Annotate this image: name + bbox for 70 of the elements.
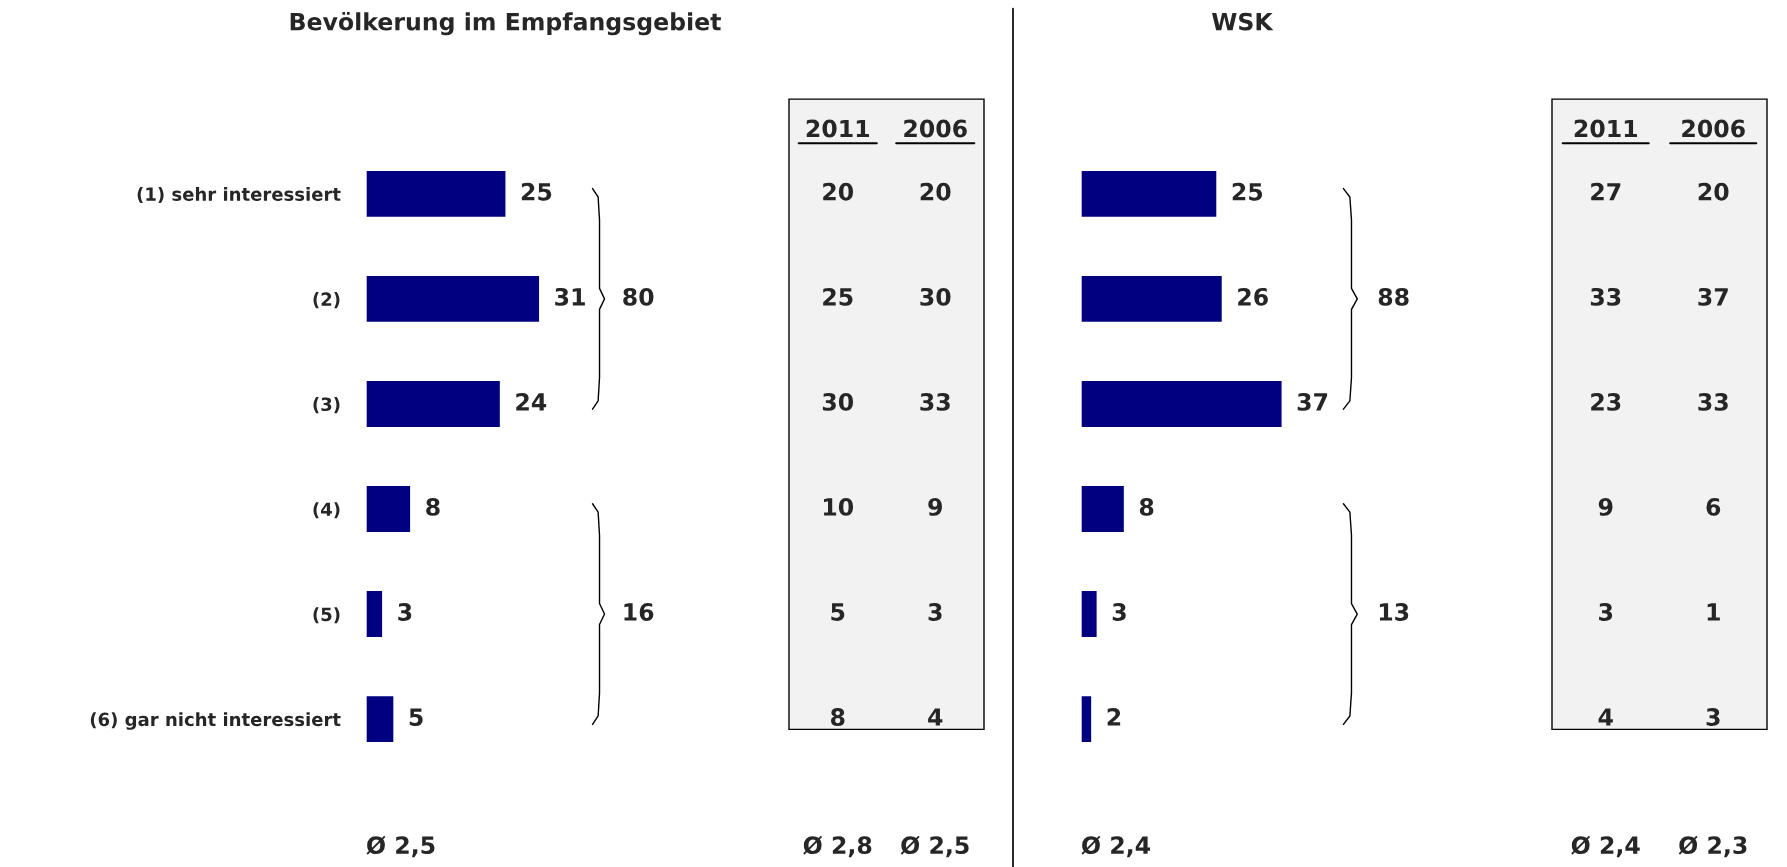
text: 30 [822, 392, 854, 411]
data-label: 31 [555, 287, 585, 306]
bar [1081, 484, 1126, 534]
text: 25 [823, 287, 853, 306]
text: 9 [928, 498, 942, 516]
data-label: 25 [1232, 182, 1263, 201]
text: 37 [1698, 287, 1728, 306]
y-tick-label: (6) gar nicht interessiert [90, 712, 341, 730]
bar [1081, 274, 1224, 324]
data-label: 8 [426, 497, 440, 516]
text: 10 [823, 497, 854, 516]
bar [1081, 169, 1218, 219]
data-label: 3 [1112, 603, 1126, 621]
bar [1081, 589, 1099, 639]
text: 33 [1698, 392, 1728, 411]
data-label: 24 [516, 392, 547, 411]
bar [1081, 379, 1283, 429]
bar [366, 694, 395, 744]
text: Ø 2,4 [1081, 835, 1151, 858]
text: 1 [1707, 603, 1720, 621]
text: 13 [1379, 603, 1409, 621]
chart-title: WSK [1212, 12, 1274, 31]
text: Ø 2,8 [803, 835, 872, 858]
y-tick-label: (5) [313, 607, 340, 624]
text: 30 [920, 287, 951, 306]
text: 9 [1598, 498, 1613, 516]
data-label: 25 [521, 182, 552, 201]
text: 2006 [904, 119, 967, 138]
bar [366, 484, 412, 534]
text: 2006 [1682, 119, 1745, 138]
text: 20 [823, 182, 854, 201]
text: Ø 2,5 [900, 835, 969, 858]
text: 2011 [1574, 119, 1637, 138]
bar [366, 274, 541, 324]
text: 80 [623, 287, 654, 306]
data-label: 8 [1139, 497, 1154, 516]
y-tick-label: (2) [313, 292, 340, 309]
bar [1081, 694, 1093, 744]
text: 16 [624, 603, 654, 621]
text: 33 [1590, 287, 1621, 306]
text: 33 [920, 392, 950, 411]
text: 23 [1591, 392, 1621, 411]
text: 3 [1599, 603, 1613, 621]
text: 20 [1698, 182, 1729, 201]
text: 6 [1706, 498, 1721, 516]
data-label: 26 [1238, 287, 1268, 306]
data-label: 37 [1297, 392, 1328, 411]
bar [366, 379, 502, 429]
text: 27 [1591, 182, 1621, 201]
y-tick-label: (1) sehr interessiert [137, 186, 341, 204]
y-tick-label: (3) [313, 397, 340, 414]
text: 2011 [806, 119, 869, 138]
text: 8 [830, 708, 845, 726]
data-label: 5 [409, 708, 423, 726]
data-label: 3 [398, 603, 412, 621]
chart-title: Bevölkerung im Empfangsgebiet [290, 11, 721, 36]
bar [366, 169, 507, 219]
bar [366, 589, 384, 639]
text: 4 [1598, 708, 1613, 726]
y-tick-label: (4) [313, 502, 340, 519]
text: Ø 2,5 [366, 835, 435, 858]
text: 88 [1378, 287, 1409, 306]
text: 20 [920, 182, 951, 201]
text: 3 [1706, 708, 1720, 726]
text: 5 [831, 603, 845, 621]
text: Ø 2,3 [1678, 835, 1747, 858]
data-label: 2 [1107, 708, 1121, 726]
text: Ø 2,4 [1571, 835, 1640, 858]
text: 4 [928, 708, 943, 726]
text: 3 [928, 603, 942, 621]
